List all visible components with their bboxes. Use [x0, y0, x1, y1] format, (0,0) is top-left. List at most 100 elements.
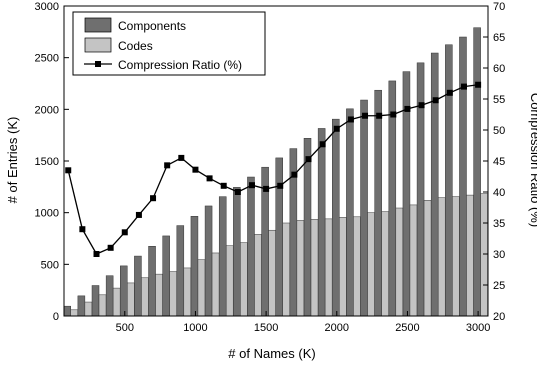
bar-codes: [211, 252, 220, 317]
bar-components: [63, 305, 71, 317]
bar-components: [120, 265, 128, 317]
bar-codes: [98, 294, 107, 317]
legend-marker-compression: [95, 61, 101, 67]
x-axis-title: # of Names (K): [228, 346, 315, 361]
compression-ratio-point: [263, 185, 270, 192]
compression-ratio-point: [475, 81, 482, 88]
bar-codes: [423, 200, 432, 317]
bar-components: [162, 235, 170, 317]
bar-components: [275, 157, 283, 317]
bar-components: [148, 246, 156, 317]
compression-ratio-point: [362, 112, 369, 119]
compression-ratio-point: [248, 182, 255, 189]
bar-components: [134, 255, 142, 317]
bar-codes: [169, 271, 177, 317]
compression-ratio-point: [305, 156, 312, 163]
x-tick-label: 2000: [325, 322, 349, 334]
compression-ratio-point: [376, 112, 383, 119]
bar-codes: [84, 301, 93, 317]
bar-codes: [240, 242, 248, 317]
legend-label-compression: Compression Ratio (%): [118, 58, 242, 72]
compression-ratio-point: [93, 251, 100, 257]
bar-codes: [268, 229, 276, 317]
bar-components: [204, 205, 213, 317]
bar-components: [473, 27, 481, 317]
bar-codes: [127, 282, 135, 317]
compression-ratio-point: [220, 182, 227, 189]
bar-components: [303, 138, 312, 317]
y-right-tick-label: 35: [493, 218, 505, 230]
bar-codes: [452, 196, 460, 317]
compression-ratio-point: [150, 195, 157, 202]
compression-ratio-point: [333, 125, 340, 132]
compression-ratio-point: [418, 102, 425, 109]
bar-codes: [296, 220, 305, 317]
y-left-tick-label: 500: [41, 259, 59, 271]
compression-ratio-point: [404, 105, 411, 112]
bar-components: [374, 89, 382, 317]
bar-codes: [367, 212, 375, 317]
compression-ratio-point: [446, 89, 453, 96]
y-right-tick-label: 30: [493, 249, 505, 261]
compression-ratio-point: [178, 154, 185, 161]
bar-components: [91, 285, 100, 317]
bar-codes: [225, 245, 234, 317]
y-axis-right-title: Compression Ratio (%): [528, 93, 537, 227]
bar-components: [233, 187, 241, 317]
compression-ratio-point: [65, 167, 72, 174]
y-left-tick-label: 3000: [35, 1, 59, 13]
y-right-tick-label: 40: [493, 187, 505, 199]
bar-codes: [437, 197, 446, 317]
y-right-tick-label: 70: [493, 1, 505, 13]
compression-ratio-point: [164, 162, 171, 169]
legend-label-components: Components: [118, 19, 186, 33]
bar-codes: [254, 234, 262, 317]
compression-ratio-point: [277, 182, 284, 189]
y-right-tick-label: 45: [493, 156, 505, 168]
compression-ratio-point: [121, 229, 128, 236]
y-right-tick-label: 50: [493, 125, 505, 137]
compression-ratio-point: [390, 111, 397, 118]
bar-codes: [324, 218, 333, 317]
bar-codes: [339, 217, 347, 317]
legend-swatch-components: [84, 17, 112, 33]
compression-ratio-point: [432, 97, 439, 104]
ticks-layer: 500 1000 1500 2000 2500 3000 0 500 1000 1500 2000 2…: [35, 1, 506, 334]
bar-codes: [183, 267, 192, 317]
x-tick-label: 500: [116, 322, 134, 334]
bar-components: [416, 62, 425, 317]
compression-ratio-point: [291, 171, 298, 178]
y-left-tick-label: 2000: [35, 104, 59, 116]
legend: Components Codes Compression Ratio (%): [72, 11, 266, 76]
y-left-tick-label: 1000: [35, 208, 59, 220]
bar-codes: [141, 277, 149, 317]
bar-components: [176, 225, 185, 317]
x-tick-label: 2500: [395, 322, 419, 334]
bar-components: [77, 295, 86, 317]
compression-ratio-point: [460, 83, 467, 90]
bar-codes: [70, 309, 78, 317]
bar-components: [332, 118, 340, 317]
bar-components: [218, 196, 227, 317]
bar-components: [105, 275, 114, 317]
bar-codes: [480, 193, 488, 317]
compression-ratio-point: [347, 116, 354, 123]
bar-components: [317, 128, 326, 317]
y-right-tick-label: 65: [493, 32, 505, 44]
bar-codes: [353, 216, 361, 317]
bar-components: [346, 108, 354, 317]
bar-components: [247, 176, 255, 317]
bar-components: [445, 44, 453, 317]
y-right-tick-label: 20: [493, 311, 505, 323]
y-left-tick-label: 1500: [35, 156, 59, 168]
compression-ratio-point: [135, 211, 142, 218]
y-right-tick-label: 60: [493, 63, 505, 75]
bar-components: [360, 99, 368, 317]
x-tick-label: 1000: [183, 322, 207, 334]
bar-components: [190, 216, 199, 317]
legend-label-codes: Codes: [118, 39, 153, 53]
y-left-tick-label: 0: [53, 311, 59, 323]
bar-codes: [395, 207, 404, 317]
bar-codes: [197, 259, 206, 317]
